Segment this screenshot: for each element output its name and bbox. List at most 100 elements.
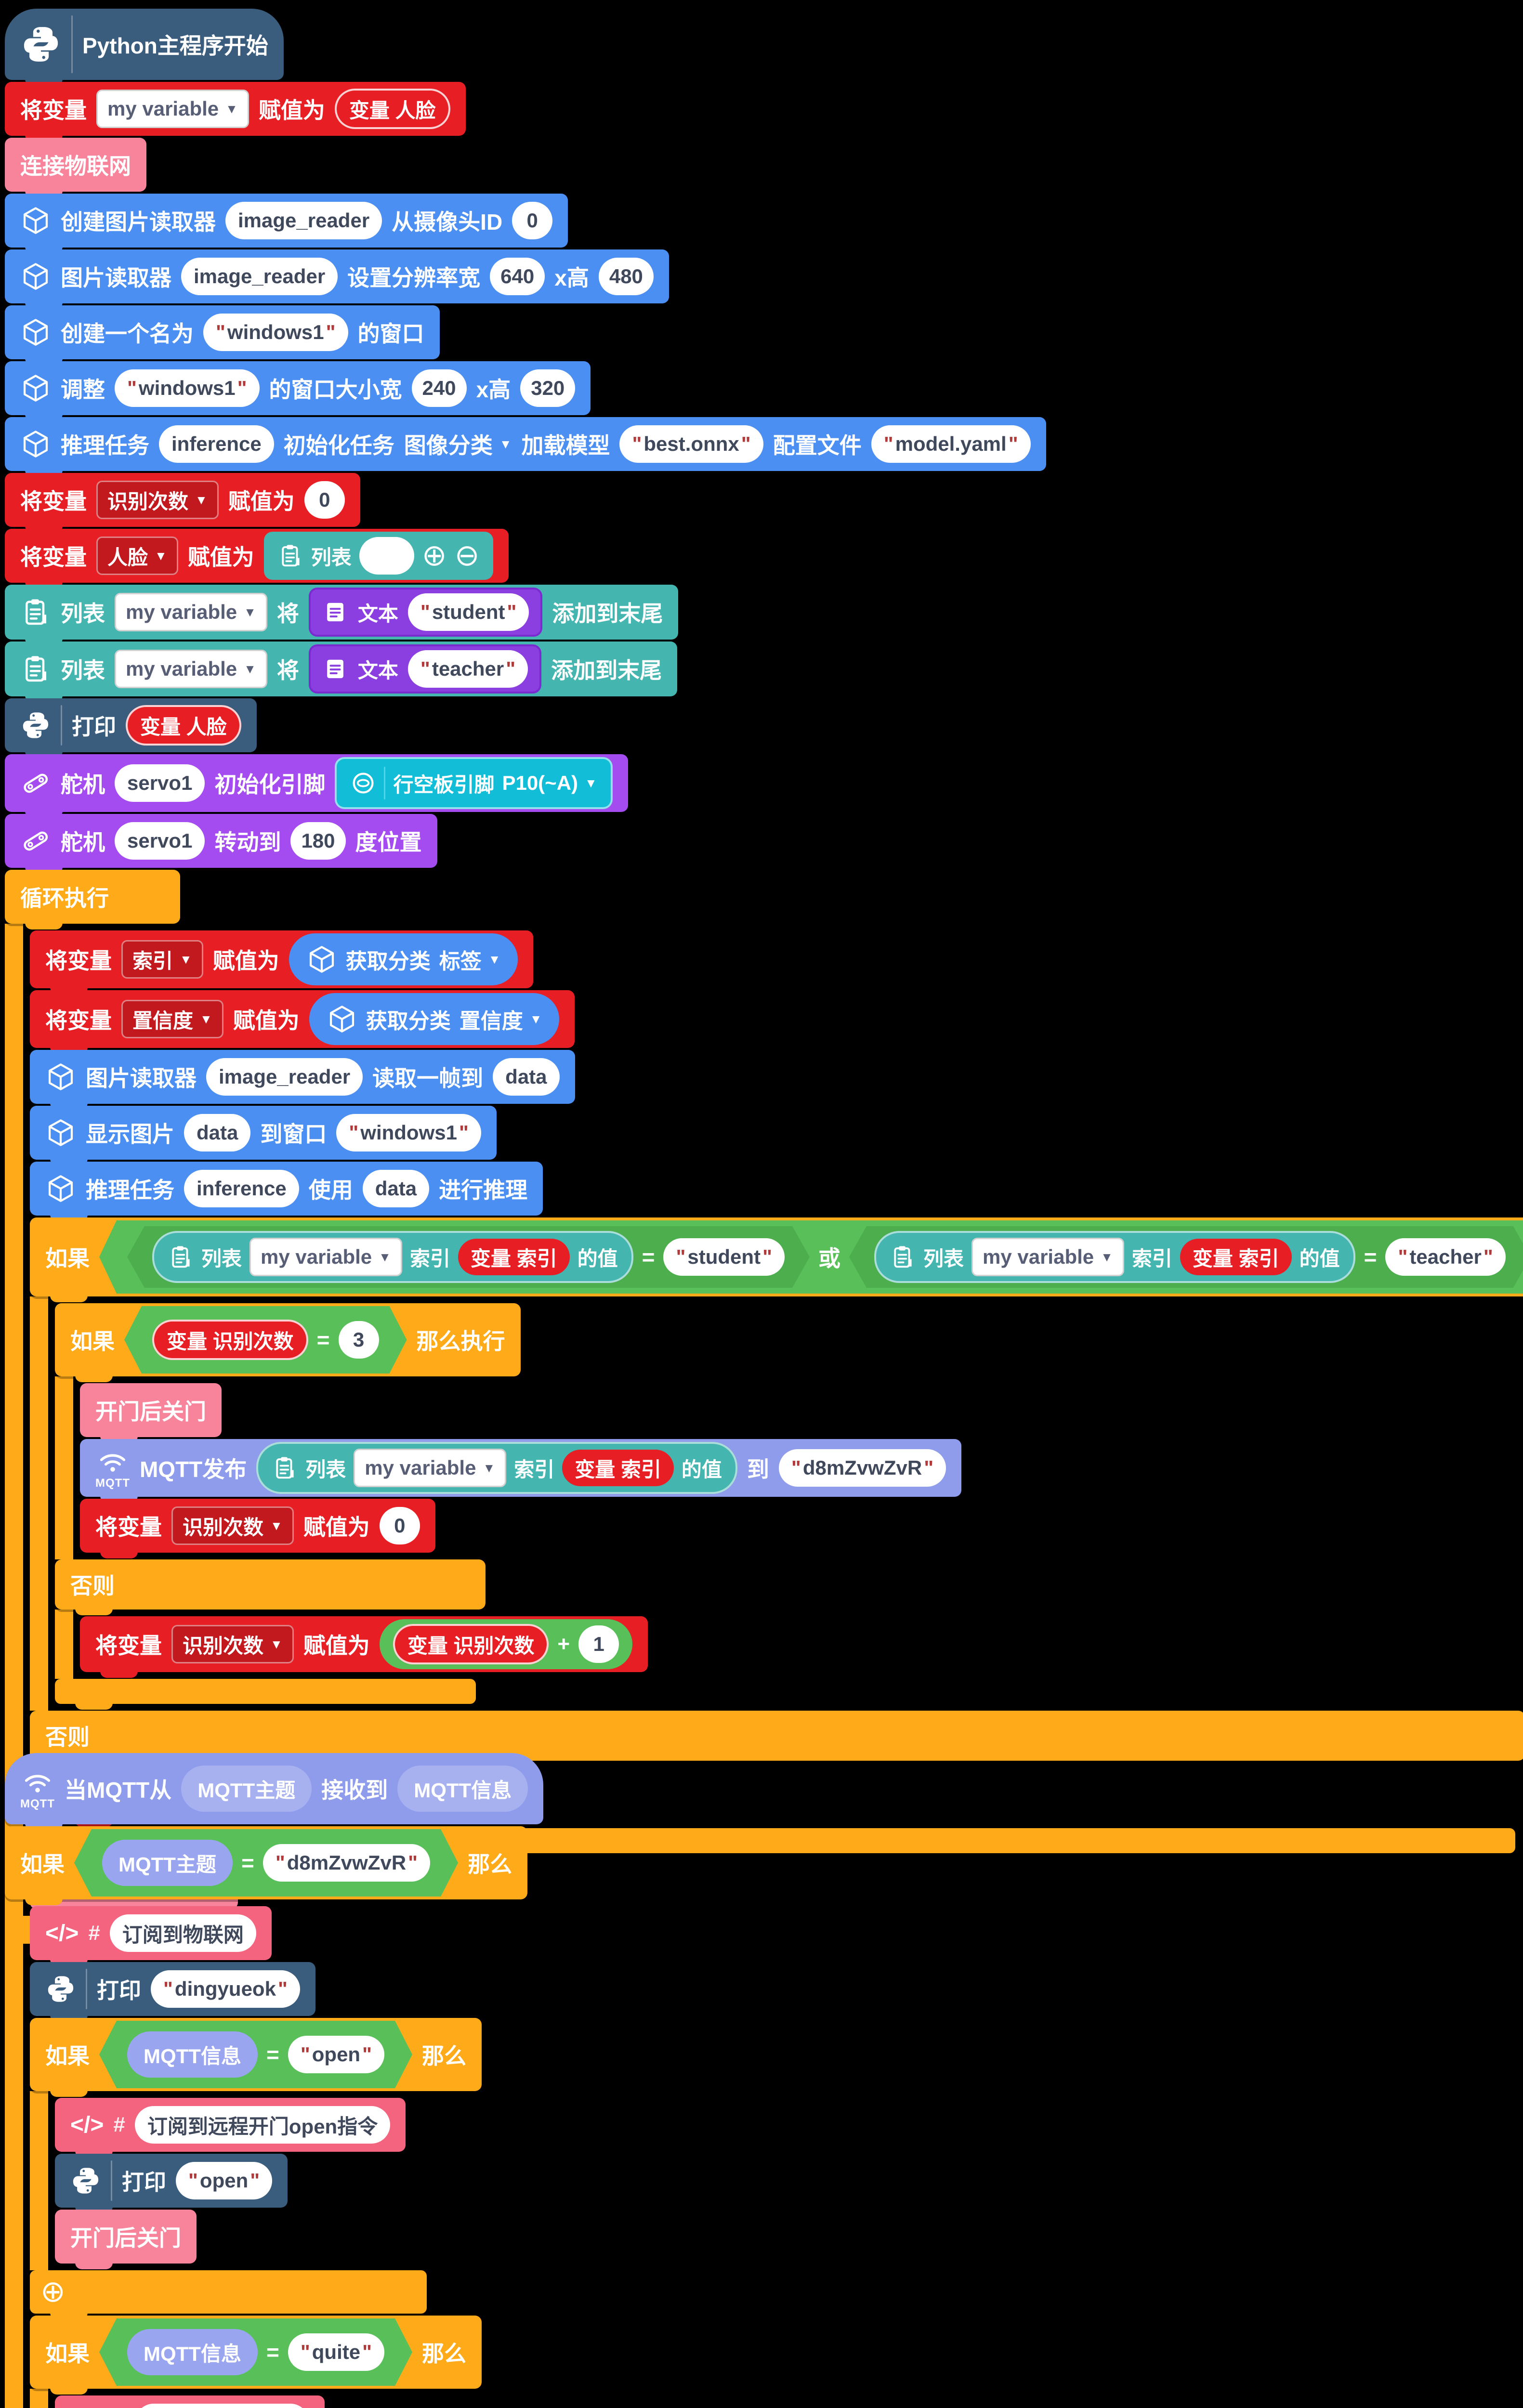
add-operator[interactable]: 变量 识别次数 + 1 xyxy=(379,1619,633,1669)
resize-window-block[interactable]: 调整 windows1 的窗口大小宽 240 x高 320 xyxy=(5,361,591,421)
variable-reporter[interactable]: 变量 索引 xyxy=(562,1450,674,1486)
equals-condition[interactable]: 变量 识别次数 = 3 xyxy=(124,1306,407,1374)
string-input[interactable]: open xyxy=(176,2162,273,2199)
list-dropdown[interactable]: my variable ▼ xyxy=(354,1449,507,1487)
variable-dropdown[interactable]: 识别次数 ▼ xyxy=(171,1506,294,1545)
servo-name-input[interactable]: servo1 xyxy=(115,822,205,860)
create-image-reader-block[interactable]: 创建图片读取器 image_reader 从摄像头ID 0 xyxy=(5,194,568,253)
reader-name-input[interactable]: image_reader xyxy=(181,258,338,295)
config-input[interactable]: model.yaml xyxy=(871,425,1031,463)
list-index-reporter[interactable]: 列表 my variable ▼ 索引 变量 索引 的值 xyxy=(874,1231,1355,1283)
inference-init-block[interactable]: 推理任务 inference 初始化任务 图像分类 ▼ 加载模型 best.onn… xyxy=(5,417,1046,477)
else-bar[interactable]: 否则 xyxy=(30,1711,1523,1767)
variable-reporter[interactable]: 变量 人脸 xyxy=(334,89,450,129)
list-append-block[interactable]: 列表 my variable ▼ 将 文本 teacher 添加到末尾 xyxy=(5,641,678,702)
result-dropdown[interactable]: 置信度 ▼ xyxy=(460,1004,542,1034)
data-input[interactable]: data xyxy=(184,1114,251,1152)
print-block[interactable]: 打印 open xyxy=(55,2154,288,2213)
list-dropdown[interactable]: my variable ▼ xyxy=(115,593,267,631)
message-parameter[interactable]: MQTT信息 xyxy=(397,1766,528,1812)
window-name-input[interactable]: windows1 xyxy=(203,314,348,351)
servo-init-block[interactable]: 舵机 servo1 初始化引脚 行空板引脚 P10(~A) ▼ xyxy=(5,754,628,818)
python-start-hat-block[interactable]: Python主程序开始 xyxy=(5,9,284,86)
height-input[interactable]: 320 xyxy=(520,369,576,407)
if-block[interactable]: 如果 MQTT信息 = open 那么 xyxy=(30,2018,482,2319)
window-name-input[interactable]: windows1 xyxy=(336,1114,481,1152)
task-type-dropdown[interactable]: 图像分类 ▼ xyxy=(404,428,512,460)
topic-input[interactable]: d8mZvwZvR xyxy=(778,1449,946,1487)
camera-id-input[interactable]: 0 xyxy=(512,202,553,239)
set-resolution-block[interactable]: 图片读取器 image_reader 设置分辨率宽 640 x高 480 xyxy=(5,249,669,309)
comment-input[interactable]: 订阅到物联网 xyxy=(109,1914,256,1952)
if-header[interactable]: 如果 列表 my variable ▼ 索引 变量 索引 xyxy=(30,1217,1523,1302)
string-input[interactable]: teacher xyxy=(407,650,528,688)
if-header[interactable]: 如果 MQTT信息 = open 那么 xyxy=(30,2018,482,2097)
variable-dropdown[interactable]: 识别次数 ▼ xyxy=(171,1625,294,1663)
if-header[interactable]: 如果 MQTT主题 = d8mZvwZvR 那么 xyxy=(5,1826,528,1905)
string-input[interactable]: student xyxy=(407,593,529,631)
string-input[interactable]: d8mZvwZvR xyxy=(263,1844,430,1882)
topic-reporter[interactable]: MQTT主题 xyxy=(102,1840,233,1886)
run-inference-block[interactable]: 推理任务 inference 使用 data 进行推理 xyxy=(30,1162,543,1221)
string-input[interactable]: dingyueok xyxy=(151,1970,300,2008)
message-reporter[interactable]: MQTT信息 xyxy=(127,2329,258,2375)
data-input[interactable]: data xyxy=(493,1058,560,1096)
data-input[interactable]: data xyxy=(362,1170,430,1207)
set-variable-block[interactable]: 将变量 置信度 ▼ 赋值为 获取分类 置信度 ▼ xyxy=(30,990,575,1054)
reader-name-input[interactable]: image_reader xyxy=(206,1058,363,1096)
call-open-close-door-block[interactable]: 开门后关门 xyxy=(80,1383,222,1443)
pin-dropdown[interactable]: P10(~A) ▼ xyxy=(502,772,597,795)
servo-rotate-block[interactable]: 舵机 servo1 转动到 180 度位置 xyxy=(5,814,437,874)
comment-block[interactable]: </> # 订阅到quite指令 xyxy=(55,2395,325,2408)
topic-parameter[interactable]: MQTT主题 xyxy=(181,1766,312,1812)
width-input[interactable]: 240 xyxy=(411,369,467,407)
string-input[interactable]: quite xyxy=(288,2333,384,2371)
get-classification-reporter[interactable]: 获取分类 置信度 ▼ xyxy=(309,993,560,1045)
list-dropdown[interactable]: my variable ▼ xyxy=(249,1238,402,1276)
call-connect-iot-block[interactable]: 连接物联网 xyxy=(5,138,146,197)
list-index-reporter[interactable]: 列表 my variable ▼ 索引 变量 索引 的值 xyxy=(152,1231,633,1283)
task-name-input[interactable]: inference xyxy=(184,1170,299,1207)
number-input[interactable]: 3 xyxy=(339,1321,379,1359)
get-classification-reporter[interactable]: 获取分类 标签 ▼ xyxy=(289,933,518,985)
remove-item-icon[interactable]: ⊖ xyxy=(454,539,480,572)
comment-block[interactable]: </> # 订阅到远程开门open指令 xyxy=(55,2098,406,2158)
servo-name-input[interactable]: servo1 xyxy=(115,764,205,802)
set-variable-block[interactable]: 将变量 my variable ▼ 赋值为 变量 人脸 xyxy=(5,82,466,142)
else-bar[interactable]: 否则 xyxy=(55,1559,486,1615)
print-block[interactable]: 打印 变量 人脸 xyxy=(5,698,257,758)
equals-condition[interactable]: 列表 my variable ▼ 索引 变量 索引 的值 = student xyxy=(127,1226,810,1288)
create-window-block[interactable]: 创建一个名为 windows1 的窗口 xyxy=(5,305,440,365)
window-name-input[interactable]: windows1 xyxy=(115,369,260,407)
increment-variable-block[interactable]: 将变量 识别次数 ▼ 赋值为 变量 识别次数 + 1 xyxy=(80,1616,648,1678)
reader-name-input[interactable]: image_reader xyxy=(225,202,382,239)
comment-input[interactable]: 订阅到quite指令 xyxy=(134,2404,310,2408)
variable-reporter[interactable]: 变量 识别次数 xyxy=(393,1624,549,1664)
variable-dropdown[interactable]: 人脸 ▼ xyxy=(96,537,178,575)
list-append-block[interactable]: 列表 my variable ▼ 将 文本 student 添加到末尾 xyxy=(5,585,679,645)
list-dropdown[interactable]: my variable ▼ xyxy=(972,1238,1124,1276)
variable-reporter[interactable]: 变量 索引 xyxy=(1180,1239,1292,1275)
set-variable-block[interactable]: 将变量 索引 ▼ 赋值为 获取分类 标签 ▼ xyxy=(30,930,534,994)
number-input[interactable]: 0 xyxy=(304,481,345,519)
equals-condition[interactable]: MQTT信息 = quite xyxy=(99,2318,412,2386)
model-input[interactable]: best.onnx xyxy=(619,425,763,463)
variable-dropdown[interactable]: 置信度 ▼ xyxy=(121,1000,223,1038)
equals-condition[interactable]: MQTT信息 = open xyxy=(99,2021,412,2088)
string-input[interactable]: teacher xyxy=(1385,1238,1505,1276)
if-block[interactable]: 如果 MQTT主题 = d8mZvwZvR 那么 </> # 订阅到物联网 xyxy=(5,1826,549,2408)
variable-dropdown[interactable]: my variable ▼ xyxy=(96,90,249,128)
string-input[interactable]: student xyxy=(663,1238,785,1276)
board-pin-block[interactable]: 行空板引脚 P10(~A) ▼ xyxy=(335,757,613,809)
list-index-reporter[interactable]: 列表 my variable ▼ 索引 变量 索引 的值 xyxy=(256,1442,737,1494)
plus-icon[interactable]: ⊕ xyxy=(40,2275,66,2308)
variable-reporter[interactable]: 变量 索引 xyxy=(458,1239,570,1275)
comment-input[interactable]: 订阅到远程开门open指令 xyxy=(134,2106,391,2144)
mqtt-publish-block[interactable]: MQTT MQTT发布 列表 my variable ▼ 索引 xyxy=(80,1439,962,1503)
degrees-input[interactable]: 180 xyxy=(290,822,346,860)
mqtt-receive-hat-block[interactable]: MQTT 当MQTT从 MQTT主题 接收到 MQTT信息 xyxy=(5,1753,544,1830)
width-input[interactable]: 640 xyxy=(490,258,545,295)
if-header[interactable]: 如果 变量 识别次数 = 3 那么执行 xyxy=(55,1303,521,1382)
if-block[interactable]: 如果 MQTT信息 = quite 那么 xyxy=(30,2316,549,2408)
